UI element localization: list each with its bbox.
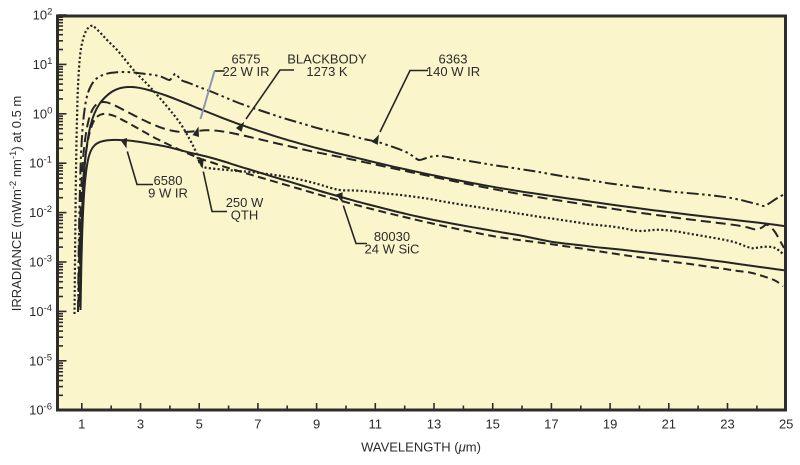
svg-text:9 W IR: 9 W IR <box>148 186 188 201</box>
svg-text:6580: 6580 <box>154 173 183 188</box>
svg-text:BLACKBODY: BLACKBODY <box>287 52 367 67</box>
svg-text:6575: 6575 <box>232 52 261 67</box>
svg-text:22 W IR: 22 W IR <box>223 64 270 79</box>
svg-text:24 W SiC: 24 W SiC <box>365 242 420 257</box>
svg-text:17: 17 <box>544 417 558 432</box>
svg-text:11: 11 <box>369 417 383 432</box>
svg-text:IRRADIANCE (mWm-2 nm-1) at 0.5: IRRADIANCE (mWm-2 nm-1) at 0.5 m <box>8 96 24 312</box>
svg-text:15: 15 <box>485 417 499 432</box>
svg-text:6363: 6363 <box>439 52 468 67</box>
svg-text:13: 13 <box>427 417 441 432</box>
svg-text:5: 5 <box>196 417 203 432</box>
svg-text:19: 19 <box>603 417 617 432</box>
svg-text:25: 25 <box>779 417 793 432</box>
svg-text:3: 3 <box>137 417 144 432</box>
svg-text:140 W IR: 140 W IR <box>426 64 480 79</box>
svg-text:23: 23 <box>720 417 734 432</box>
svg-text:80030: 80030 <box>374 229 410 244</box>
svg-text:250 W: 250 W <box>226 195 264 210</box>
svg-text:7: 7 <box>254 417 261 432</box>
svg-text:1273 K: 1273 K <box>306 64 348 79</box>
svg-text:9: 9 <box>313 417 320 432</box>
svg-text:1: 1 <box>78 417 85 432</box>
svg-text:QTH: QTH <box>231 208 258 223</box>
svg-text:21: 21 <box>662 417 676 432</box>
svg-text:WAVELENGTH (μm): WAVELENGTH (μm) <box>361 440 481 455</box>
